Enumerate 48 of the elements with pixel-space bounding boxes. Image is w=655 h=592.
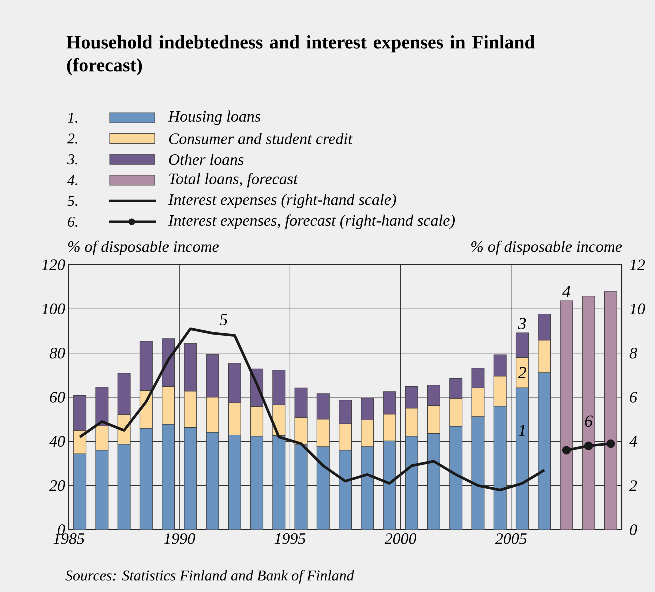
bar	[560, 300, 574, 530]
y2-tick-label: 10	[630, 304, 646, 315]
y-tick-label: 20	[50, 480, 66, 492]
annotation: 3	[518, 318, 526, 330]
legend-label: Consumer and student credit	[169, 133, 353, 144]
x-tick-label: 1995	[274, 534, 306, 544]
text: 4.	[68, 175, 78, 186]
text: 5.	[68, 196, 78, 206]
legend-label: Total loans, forecast	[170, 173, 298, 188]
y-tick-label: 60	[50, 392, 66, 403]
y2-tick-label: 2	[630, 480, 638, 492]
y-tick-label: 40	[50, 436, 66, 448]
y-tick-label: 100	[42, 304, 66, 315]
text: 3.	[68, 154, 78, 165]
x-tick-label: 2005	[495, 534, 527, 544]
bar	[604, 292, 618, 530]
annotation: 4	[562, 286, 571, 298]
text: 6.	[68, 216, 78, 228]
y2-tick-label: 0	[630, 524, 638, 536]
x-tick-label: 1990	[164, 534, 196, 544]
text: 1.	[68, 112, 78, 124]
y-tick-label: 80	[50, 348, 66, 359]
x-tick-label: 1985	[54, 534, 84, 544]
y-tick-label: 0	[58, 524, 66, 536]
legend-label: Other loans	[169, 154, 244, 166]
bar	[582, 296, 596, 530]
point	[562, 446, 572, 455]
annotation: 5	[220, 314, 228, 326]
annotation: 6	[585, 416, 593, 428]
y-axis-title: % of disposable income	[68, 240, 220, 256]
y2-tick-label: 4	[630, 436, 638, 447]
y2-tick-label: 8	[630, 348, 638, 359]
annotation: 2	[518, 367, 526, 378]
source-note: Sources: Statistics Finland and Bank of Finland	[66, 570, 354, 584]
point	[584, 442, 594, 450]
annotation: 1	[518, 425, 525, 436]
legend-label: Housing loans	[168, 110, 261, 126]
y2-tick-label: 12	[630, 260, 646, 270]
y-tick-label: 120	[42, 260, 66, 270]
y2-tick-label: 6	[630, 392, 638, 403]
legend-label: Interest expenses (right-hand scale)	[168, 194, 396, 208]
y2-axis-title: % of disposable income	[472, 240, 622, 256]
x-tick-label: 2000	[384, 534, 417, 544]
chart-title: Household indebtedness and interest expenses in Finland (forecast)	[66, 36, 536, 76]
point	[606, 440, 616, 448]
text: 2.	[68, 134, 78, 144]
legend-label: Interest expenses, forecast (right-hand scale)	[168, 214, 456, 230]
line-series	[78, 328, 546, 492]
